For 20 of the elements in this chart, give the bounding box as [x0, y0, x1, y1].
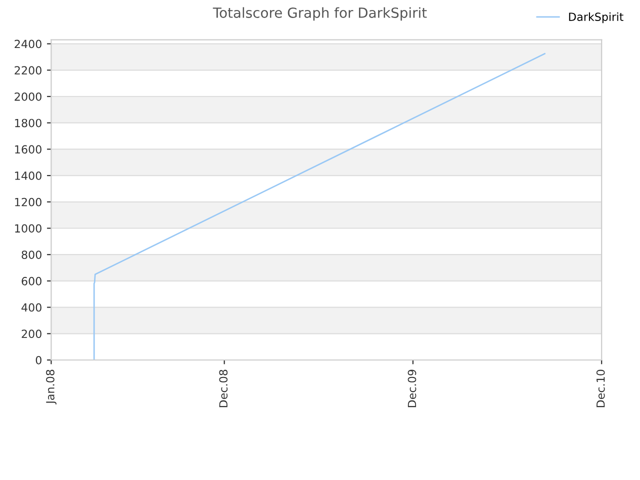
line-series [93, 52, 546, 360]
y-tick-label: 600 [22, 276, 42, 286]
x-tick-label: Jan.08 [46, 370, 56, 404]
y-tick-label: 1600 [15, 145, 42, 154]
y-tick-label: 0 [36, 356, 42, 364]
y-tick-label: 400 [22, 303, 42, 312]
y-tick-label: 1000 [15, 224, 42, 233]
x-tick-label: Dec.10 [596, 370, 605, 408]
x-tick-label: Dec.09 [408, 370, 416, 408]
x-tick-label: Dec.08 [219, 370, 228, 408]
y-tick-label: 1200 [15, 198, 42, 206]
legend-label: DarkSpirit [569, 12, 624, 24]
y-tick-label: 1400 [15, 172, 42, 180]
chart-title: Totalscore Graph for DarkSpirit [212, 7, 427, 21]
y-tick-label: 2200 [14, 66, 42, 75]
y-tick-label: 2400 [14, 40, 42, 48]
y-tick-label: 2000 [14, 92, 42, 101]
y-tick-label: 800 [22, 250, 42, 259]
y-tick-label: 1800 [15, 118, 42, 128]
y-tick-label: 200 [22, 330, 42, 338]
